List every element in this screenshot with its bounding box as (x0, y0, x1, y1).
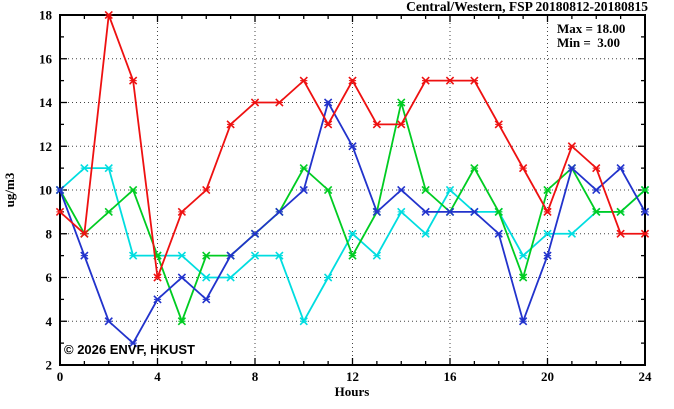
data-series (55, 10, 650, 348)
y-axis-label: ug/m3 (2, 172, 17, 207)
x-axis-label: Hours (335, 384, 370, 399)
legend-max-label: Max = 18.00 (557, 21, 625, 36)
x-tick-label: 0 (57, 369, 64, 384)
series-blue-line (55, 98, 650, 348)
x-tick-label: 24 (639, 369, 653, 384)
x-tick-label: 20 (541, 369, 554, 384)
y-tick-label: 16 (39, 51, 53, 66)
x-tick-label: 8 (252, 369, 259, 384)
x-tick-label: 12 (346, 369, 359, 384)
y-tick-label: 18 (39, 8, 53, 23)
chart-title: Central/Western, FSP 20180812-20180815 (406, 0, 648, 14)
series-cyan-line (55, 163, 650, 326)
y-tick-label: 10 (39, 183, 52, 198)
series-red-line (55, 10, 650, 282)
watermark-text: © 2026 ENVF, HKUST (64, 342, 195, 357)
x-tick-label: 16 (444, 369, 458, 384)
legend-min-label: Min = 3.00 (557, 35, 620, 50)
y-tick-label: 6 (46, 270, 53, 285)
x-tick-label: 4 (154, 369, 161, 384)
y-tick-label: 12 (39, 139, 52, 154)
y-tick-label: 8 (46, 226, 53, 241)
y-tick-label: 2 (46, 358, 53, 373)
y-tick-label: 14 (39, 95, 53, 110)
y-tick-label: 4 (46, 314, 53, 329)
grid-lines (60, 15, 645, 365)
